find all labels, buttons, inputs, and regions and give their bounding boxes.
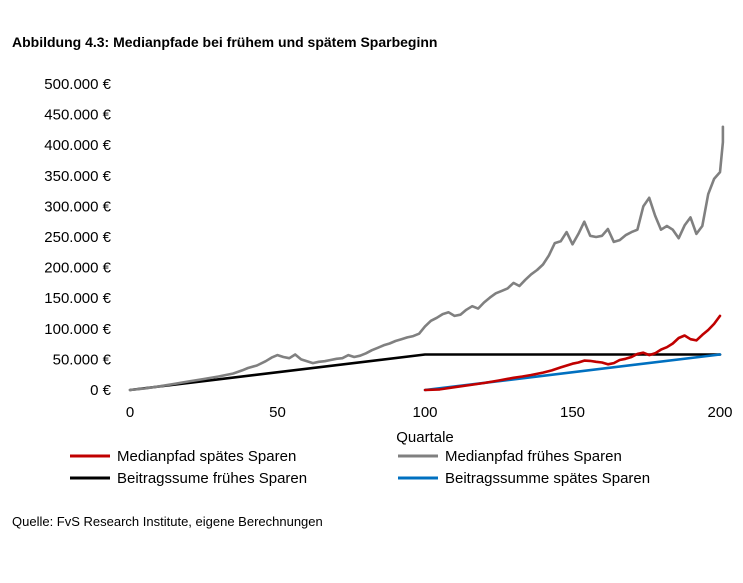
legend-label: Medianpfad spätes Sparen: [117, 448, 296, 465]
y-tick-label: 250.000 €: [44, 229, 111, 246]
legend-label: Beitragssumme spätes Sparen: [445, 470, 650, 487]
x-tick-label: 150: [560, 404, 585, 421]
plot-series: [128, 125, 725, 392]
legend: Medianpfad spätes Sparen Medianpfad frühe…: [70, 448, 650, 487]
y-tick-label: 200.000 €: [44, 260, 111, 277]
x-axis-label: Quartale: [396, 429, 454, 446]
x-tick-label: 200: [707, 404, 732, 421]
legend-label: Medianpfad frühes Sparen: [445, 448, 622, 465]
y-tick-label: 300.000 €: [44, 198, 111, 215]
x-tick-label: 100: [412, 404, 437, 421]
figure-title: Abbildung 4.3: Medianpfade bei frühem un…: [12, 34, 438, 50]
y-axis: 0 € 50.000 € 100.000 € 150.000 € 200.000 € 25…: [44, 76, 111, 399]
y-tick-label: 100.000 €: [44, 321, 111, 338]
y-tick-label: 150.000 €: [44, 290, 111, 307]
y-tick-label: 350.000 €: [44, 168, 111, 185]
y-tick-label: 50.000 €: [53, 351, 112, 368]
legend-item: Beitragssumme spätes Sparen: [398, 470, 650, 487]
legend-item: Beitragssume frühes Sparen: [70, 470, 307, 487]
y-tick-label: 500.000 €: [44, 76, 111, 93]
legend-item: Medianpfad spätes Sparen: [70, 448, 296, 465]
series-medianpfad-spaetes-sparen: [423, 314, 722, 392]
legend-item: Medianpfad frühes Sparen: [398, 448, 622, 465]
legend-label: Beitragssume frühes Sparen: [117, 470, 307, 487]
series-medianpfad-fruehes-sparen: [128, 125, 725, 392]
x-axis: 0 50 100 150 200: [126, 404, 733, 421]
y-tick-label: 0 €: [90, 382, 112, 399]
x-tick-label: 0: [126, 404, 134, 421]
y-tick-label: 400.000 €: [44, 137, 111, 154]
x-tick-label: 50: [269, 404, 286, 421]
series-beitragssumme-fruehes-sparen: [128, 353, 722, 392]
source-note: Quelle: FvS Research Institute, eigene B…: [12, 514, 323, 529]
y-tick-label: 450.000 €: [44, 107, 111, 124]
